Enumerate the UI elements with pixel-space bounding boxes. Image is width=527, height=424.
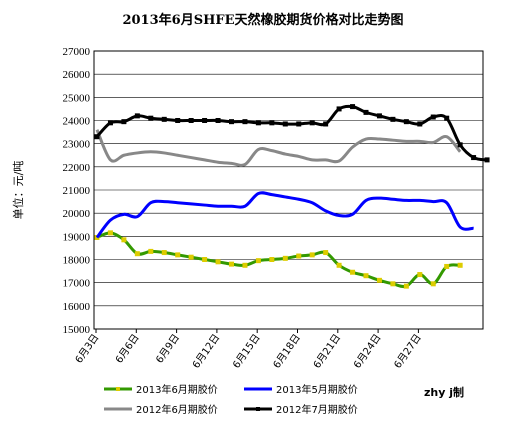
data-point: [350, 104, 356, 110]
y-tick-label: 20000: [63, 208, 91, 220]
data-point: [229, 119, 234, 125]
data-point: [269, 120, 275, 126]
y-tick-label: 23000: [63, 139, 91, 151]
legend-label: 2012年7月期胶价: [276, 403, 358, 416]
data-point: [363, 109, 369, 115]
data-point: [148, 115, 154, 121]
data-point: [107, 120, 113, 126]
data-point: [363, 273, 369, 279]
data-point: [430, 281, 436, 287]
data-point: [188, 254, 194, 260]
y-tick-label: 15000: [63, 324, 91, 336]
data-point: [94, 134, 100, 140]
data-point: [255, 120, 261, 126]
y-tick-label: 19000: [63, 231, 91, 243]
x-tick-label: 6月12日: [190, 332, 222, 371]
data-point: [282, 121, 288, 127]
x-tick-label: 6月9日: [153, 332, 182, 366]
data-point: [229, 261, 234, 267]
data-point: [107, 230, 113, 236]
credit-label: zhy j制: [424, 385, 464, 399]
data-point: [403, 119, 409, 125]
data-point: [215, 259, 221, 265]
data-point: [134, 113, 140, 119]
data-point: [202, 257, 208, 262]
data-point: [484, 157, 490, 163]
series-line-2: [95, 129, 462, 167]
data-point: [376, 277, 382, 283]
legend-label: 2012年6月期胶价: [136, 403, 218, 416]
data-point: [161, 250, 167, 256]
data-point: [202, 118, 208, 123]
data-point: [121, 237, 127, 243]
x-tick-label: 6月15日: [230, 332, 262, 371]
data-point: [309, 252, 315, 258]
data-point: [471, 155, 477, 161]
data-point: [390, 116, 396, 122]
data-point: [161, 116, 167, 122]
y-tick-label: 26000: [63, 69, 91, 81]
x-tick-label: 6月6日: [113, 332, 142, 366]
data-point: [175, 252, 181, 258]
data-point: [457, 142, 463, 148]
data-point: [215, 118, 221, 123]
data-point: [350, 269, 356, 275]
data-point: [296, 121, 302, 127]
data-point: [269, 257, 275, 262]
x-tick-label: 6月18日: [271, 332, 303, 371]
legend-marker: [116, 387, 120, 391]
y-tick-label: 24000: [63, 116, 91, 128]
data-point: [242, 119, 248, 125]
data-point: [417, 121, 423, 127]
data-point: [336, 106, 342, 112]
series-group: [94, 104, 490, 289]
gridlines: [94, 73, 483, 307]
legend-label: 2013年6月期胶价: [136, 383, 218, 396]
data-point: [430, 114, 436, 120]
data-point: [242, 262, 248, 268]
legend: 2013年6月期胶价 2013年5月期胶价 2012年6月期胶价 2012年7月期胶价: [104, 383, 358, 416]
data-point: [175, 118, 181, 123]
data-point: [148, 248, 154, 254]
data-point: [336, 262, 342, 268]
y-axis: 15000 16000 17000 18000 19000 20000 21000 22000…: [63, 46, 91, 336]
data-point: [457, 262, 463, 268]
y-tick-label: 21000: [63, 185, 91, 197]
data-point: [390, 281, 396, 287]
x-tick-label: 6月27日: [392, 332, 424, 371]
y-tick-label: 18000: [63, 255, 91, 267]
x-axis: 6月3日 6月6日 6月9日 6月12日 6月15日 6月18日 6月21日 6月24日 6月2…: [73, 329, 424, 371]
data-point: [134, 251, 140, 257]
data-point: [255, 258, 261, 264]
data-point: [444, 115, 450, 121]
data-point: [444, 263, 450, 269]
y-tick-label: 17000: [63, 278, 91, 290]
data-point: [121, 119, 127, 125]
data-point: [188, 118, 194, 123]
series-line-0: [96, 231, 461, 289]
y-tick-label: 27000: [63, 46, 91, 58]
data-point: [309, 120, 315, 126]
data-point: [376, 113, 382, 119]
y-tick-label: 16000: [63, 301, 91, 313]
data-point: [282, 255, 288, 261]
x-tick-label: 6月24日: [351, 332, 383, 371]
chart-title: 2013年6月SHFE天然橡胶期货价格对比走势图: [122, 12, 403, 28]
data-point: [323, 250, 329, 256]
x-tick-label: 6月21日: [311, 332, 343, 371]
legend-marker: [256, 407, 260, 411]
y-axis-label: 单位：元/吨: [11, 161, 25, 220]
data-point: [417, 272, 423, 278]
data-point: [403, 283, 409, 289]
legend-label: 2013年5月期胶价: [276, 383, 358, 396]
x-tick-label: 6月3日: [73, 332, 102, 366]
data-point: [323, 121, 329, 127]
data-point: [296, 253, 302, 259]
y-tick-label: 25000: [63, 92, 91, 104]
y-tick-label: 22000: [63, 162, 91, 174]
